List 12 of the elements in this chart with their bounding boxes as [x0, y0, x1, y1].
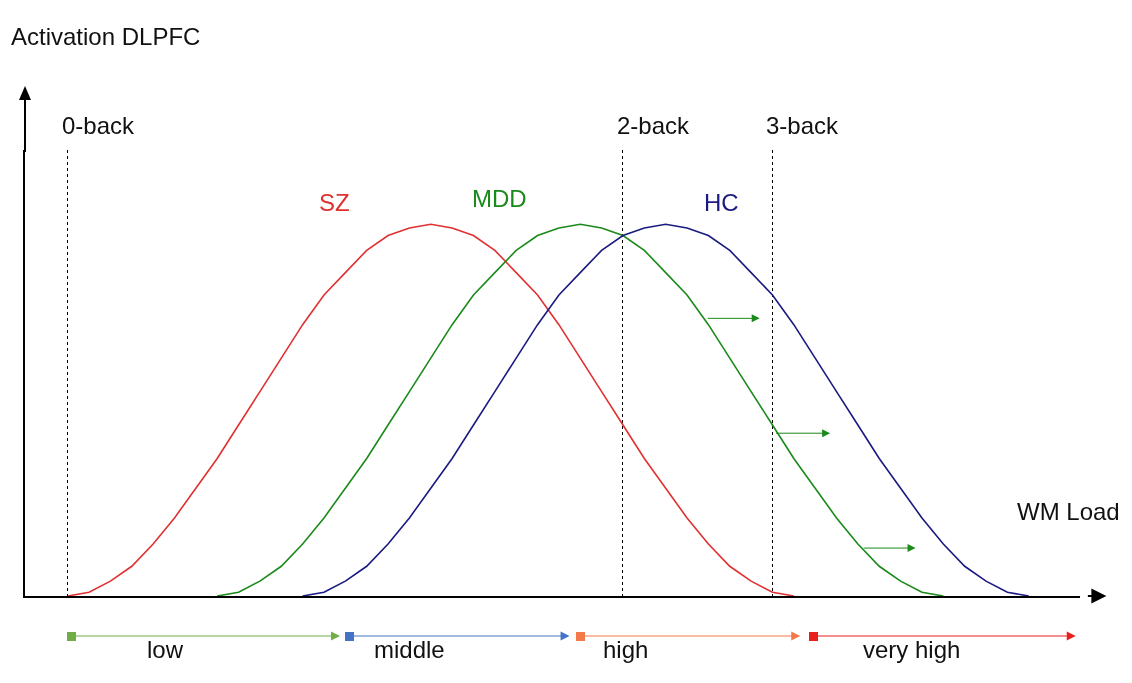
- text: very high: [863, 636, 961, 663]
- text: 3-back: [766, 112, 840, 139]
- text: high: [603, 636, 649, 663]
- text: Activation DLPFC: [11, 23, 201, 50]
- text: middle: [374, 636, 445, 663]
- text: low: [147, 636, 184, 663]
- series-label: MDD: [472, 185, 527, 212]
- text: 0-back: [62, 112, 136, 139]
- series-label: SZ: [319, 189, 350, 216]
- series-label: HC: [704, 189, 739, 216]
- x-axis-title: WM Load: [1017, 498, 1120, 525]
- text: 2-back: [617, 112, 691, 139]
